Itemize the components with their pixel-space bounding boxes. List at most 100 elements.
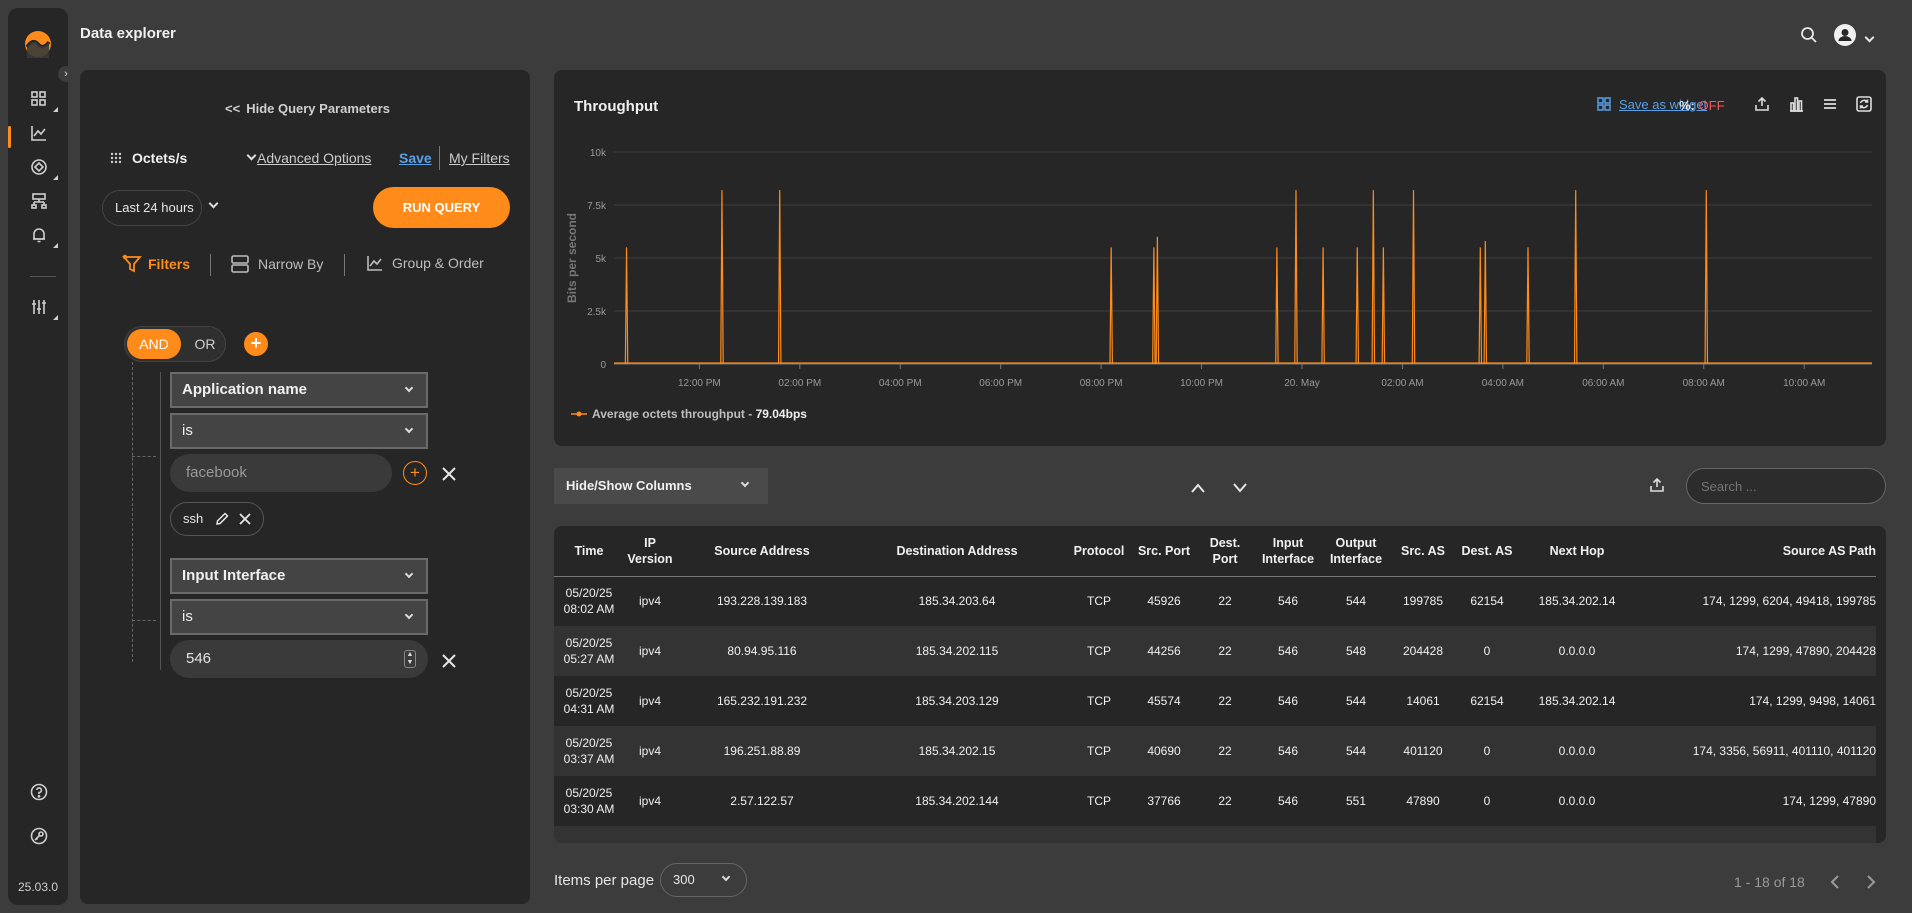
add-value-button[interactable]: +: [403, 461, 427, 485]
y-tick-label: 10k: [590, 148, 607, 159]
column-header[interactable]: Input Interface: [1254, 526, 1322, 577]
series-spike: [1294, 190, 1298, 365]
help-icon[interactable]: [30, 783, 52, 805]
column-header[interactable]: Protocol: [1066, 526, 1132, 577]
y-tick-label: 0: [600, 360, 606, 371]
menu-icon[interactable]: [1822, 96, 1838, 112]
column-header[interactable]: Next Hop: [1518, 526, 1636, 577]
chevron-down-icon[interactable]: [1864, 28, 1880, 43]
table-cell: [676, 826, 848, 843]
table-row[interactable]: 05/20/25 03:30 AM ipv4 2.57.122.57 185.34.2…: [554, 776, 1876, 826]
table-cell: 0: [1483, 794, 1491, 808]
nav-rail: 25.03.0: [8, 8, 68, 905]
pencil-icon[interactable]: [215, 512, 229, 526]
table-row[interactable]: 05/20/25 04:31 AM ipv4 165.232.191.232 185.…: [554, 676, 1876, 726]
sliders-icon[interactable]: [30, 298, 58, 320]
column-header[interactable]: Destination Address: [848, 526, 1066, 577]
table-cell: 0: [1456, 626, 1518, 676]
percent-toggle[interactable]: %: OFF: [1679, 98, 1725, 113]
run-query-button[interactable]: RUN QUERY: [373, 187, 510, 228]
table-cell: ipv4: [624, 626, 676, 676]
export-icon[interactable]: [1649, 477, 1665, 493]
search-icon[interactable]: [1799, 25, 1819, 45]
column-header[interactable]: Source AS Path: [1636, 526, 1876, 577]
table-cell: ipv4: [638, 794, 661, 808]
chevron-down-icon[interactable]: [1232, 482, 1248, 494]
table-cell: 174, 1299, 9498, 14061: [1749, 694, 1876, 708]
filter2-operator-select[interactable]: is: [170, 599, 428, 635]
table-search-input[interactable]: [1686, 468, 1886, 504]
dashboard-icon[interactable]: [30, 90, 58, 112]
or-button[interactable]: OR: [194, 336, 216, 352]
table-cell: 185.34.203.64: [918, 594, 996, 609]
filter2-value-input[interactable]: 546 ▲ ▼: [170, 640, 428, 678]
column-header[interactable]: Time: [554, 526, 624, 577]
hide-query-params-button[interactable]: << Hide Query Parameters: [225, 101, 390, 116]
group-line: [160, 372, 161, 606]
user-avatar[interactable]: [1834, 24, 1856, 46]
export-icon[interactable]: [1754, 96, 1770, 112]
chevron-down-icon[interactable]: [208, 198, 219, 209]
table-cell: 544: [1345, 694, 1367, 708]
table-cell: 185.34.202.15: [848, 726, 1066, 776]
bar-chart-icon[interactable]: [1788, 96, 1804, 112]
filter2-field-select[interactable]: Input Interface: [170, 558, 428, 594]
refresh-icon[interactable]: [1856, 96, 1872, 112]
metric-select[interactable]: Octets/s: [110, 150, 257, 170]
chart-line-icon[interactable]: [30, 124, 52, 146]
chevron-down-icon: [404, 383, 414, 393]
filter1-field-select[interactable]: Application name: [170, 372, 428, 408]
close-icon[interactable]: [442, 654, 456, 668]
network-icon[interactable]: [30, 192, 52, 214]
x-tick-label: 04:00 PM: [879, 378, 922, 389]
column-header[interactable]: Dest. Port: [1196, 526, 1254, 577]
number-stepper[interactable]: ▲ ▼: [404, 650, 416, 668]
flows-table-panel: Time IP Version Source Address Destination …: [554, 526, 1886, 843]
chevron-down-icon: [740, 478, 750, 488]
bell-icon[interactable]: [30, 226, 58, 248]
tab-group-order[interactable]: Group & Order: [366, 254, 484, 272]
column-header[interactable]: Source Address: [676, 526, 848, 577]
and-button[interactable]: AND: [127, 329, 181, 359]
close-icon[interactable]: [239, 513, 251, 525]
chart-legend[interactable]: Average octets throughput - 79.04bps: [570, 407, 807, 421]
column-header[interactable]: Output Interface: [1322, 526, 1390, 577]
add-rule-button[interactable]: +: [244, 332, 268, 356]
column-header[interactable]: Dest. AS: [1456, 526, 1518, 577]
table-row[interactable]: 05/20/25 05:27 AM ipv4 80.94.95.116 185.34.…: [554, 626, 1876, 676]
series-spike: [1478, 247, 1483, 365]
logo-icon: [25, 31, 51, 58]
advanced-options-link[interactable]: Advanced Options: [257, 150, 372, 166]
tab-filters[interactable]: Filters: [122, 254, 190, 274]
tree-line: [132, 456, 156, 457]
chevron-up-icon[interactable]: [1190, 482, 1206, 494]
table-row[interactable]: 05/20/25 03:37 AM ipv4 196.251.88.89 185.34…: [554, 726, 1876, 776]
next-page-icon[interactable]: [1864, 874, 1878, 890]
table-row[interactable]: 05/20/25 08:02 AM ipv4 193.228.139.183 185.…: [554, 576, 1876, 626]
filter1-value-input[interactable]: facebook: [170, 454, 392, 492]
table-cell: TCP: [1087, 594, 1111, 609]
filter1-operator-select[interactable]: is: [170, 413, 428, 449]
key-icon[interactable]: [30, 827, 52, 849]
expand-rail-button[interactable]: ›: [58, 66, 74, 82]
save-link[interactable]: Save: [399, 150, 432, 166]
table-cell: TCP: [1066, 726, 1132, 776]
time-range-select[interactable]: Last 24 hours: [102, 190, 202, 226]
table-cell: 05/20/25 04:31 AM: [563, 686, 615, 716]
table-cell: 174, 1299, 6204, 49418, 199785: [1702, 594, 1877, 609]
hide-show-columns-select[interactable]: Hide/Show Columns: [554, 468, 768, 504]
close-icon[interactable]: [442, 467, 456, 481]
tab-narrow-by[interactable]: Narrow By: [230, 254, 323, 274]
column-header[interactable]: IP Version: [624, 526, 676, 577]
column-header[interactable]: Src. AS: [1390, 526, 1456, 577]
legend-line-icon: [571, 411, 587, 417]
table-row[interactable]: 05/20/25: [554, 826, 1876, 843]
my-filters-link[interactable]: My Filters: [449, 150, 510, 166]
column-header[interactable]: Src. Port: [1132, 526, 1196, 577]
save-as-widget-button[interactable]: Save as widget: [1597, 97, 1707, 112]
items-per-page-select[interactable]: 300: [660, 863, 747, 897]
table-cell: 185.34.202.14: [1538, 694, 1616, 708]
globe-icon[interactable]: [30, 158, 58, 180]
chevron-down-icon: [721, 872, 731, 882]
prev-page-icon[interactable]: [1828, 874, 1842, 890]
